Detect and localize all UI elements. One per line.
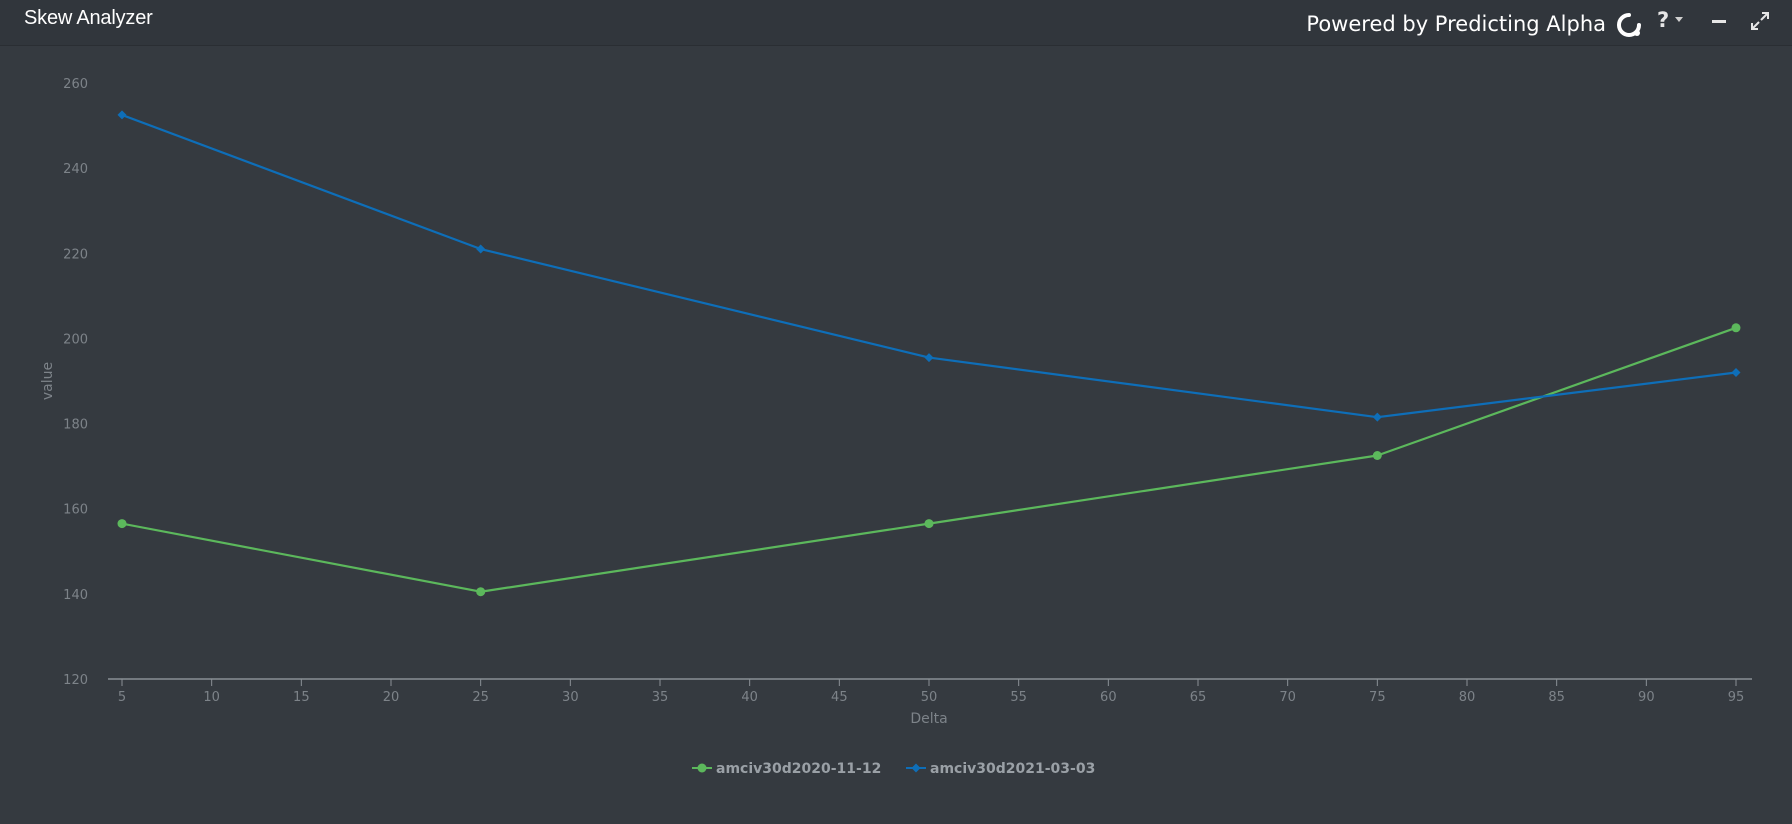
x-axis-title: Delta bbox=[910, 711, 947, 727]
series-amciv30d2020-11-12 bbox=[117, 323, 1741, 597]
data-point[interactable] bbox=[117, 519, 127, 529]
y-tick-label: 200 bbox=[63, 332, 88, 347]
legend: amciv30d2020-11-12 amciv30d2021-03-03 bbox=[692, 761, 1095, 777]
help-icon: ? bbox=[1657, 8, 1670, 32]
y-tick-label: 160 bbox=[63, 503, 88, 518]
data-point[interactable] bbox=[924, 519, 934, 529]
data-point[interactable] bbox=[476, 587, 486, 597]
x-tick-label: 30 bbox=[562, 690, 579, 705]
powered-by-label: Powered by Predicting Alpha bbox=[1306, 12, 1606, 36]
app-title: Skew Analyzer bbox=[24, 7, 153, 29]
series-amciv30d2021-03-03 bbox=[117, 110, 1741, 422]
title-bar: Skew Analyzer Powered by Predicting Alph… bbox=[0, 0, 1792, 46]
data-point[interactable] bbox=[476, 244, 486, 254]
series-layer bbox=[117, 110, 1741, 597]
minimize-button[interactable] bbox=[1708, 10, 1732, 34]
x-axis: 5 10 15 20 25 30 35 40 45 50 55 60 65 70 75 80 85 90 95 bbox=[108, 678, 1752, 705]
legend-marker bbox=[697, 763, 707, 773]
x-tick-label: 35 bbox=[652, 690, 669, 705]
x-tick-label: 70 bbox=[1279, 690, 1296, 705]
y-tick-label: 180 bbox=[63, 418, 88, 433]
legend-label: amciv30d2021-03-03 bbox=[930, 761, 1095, 777]
x-tick-label: 80 bbox=[1459, 690, 1476, 705]
x-tick-label: 95 bbox=[1728, 690, 1745, 705]
x-tick-label: 60 bbox=[1100, 690, 1117, 705]
x-tick-label: 90 bbox=[1638, 690, 1655, 705]
x-tick-label: 85 bbox=[1548, 690, 1565, 705]
y-tick-label: 120 bbox=[63, 673, 88, 688]
y-tick-label: 260 bbox=[63, 77, 88, 92]
legend-label: amciv30d2020-11-12 bbox=[716, 761, 881, 777]
x-tick-label: 45 bbox=[831, 690, 848, 705]
data-point[interactable] bbox=[1731, 367, 1741, 377]
y-tick-label: 240 bbox=[63, 162, 88, 177]
data-point[interactable] bbox=[924, 353, 934, 363]
y-tick-label: 220 bbox=[63, 247, 88, 262]
data-point[interactable] bbox=[1731, 323, 1741, 333]
skew-line-chart: 120 140 160 180 200 220 240 260 5 10 15 20 25 30 35 40… bbox=[40, 77, 1752, 777]
data-point[interactable] bbox=[1372, 451, 1382, 460]
x-tick-label: 10 bbox=[203, 690, 220, 705]
x-tick-label: 50 bbox=[921, 690, 938, 705]
y-axis-ticks: 120 140 160 180 200 220 240 260 bbox=[63, 77, 88, 688]
x-tick-label: 75 bbox=[1369, 690, 1386, 705]
y-axis-title: value bbox=[40, 362, 56, 400]
legend-marker bbox=[911, 763, 921, 773]
data-point[interactable] bbox=[1372, 412, 1382, 422]
x-tick-label: 15 bbox=[293, 690, 310, 705]
x-tick-label: 20 bbox=[383, 690, 400, 705]
legend-item[interactable]: amciv30d2020-11-12 bbox=[692, 761, 881, 777]
x-tick-label: 25 bbox=[472, 690, 489, 705]
series-line bbox=[121, 326, 1737, 593]
expand-icon[interactable] bbox=[1748, 9, 1772, 33]
x-tick-label: 55 bbox=[1010, 690, 1027, 705]
chart-area: 120 140 160 180 200 220 240 260 5 10 15 20 25 30 35 40… bbox=[0, 47, 1792, 824]
legend-item[interactable]: amciv30d2021-03-03 bbox=[906, 761, 1095, 777]
help-button[interactable]: ? bbox=[1655, 8, 1689, 34]
series-line bbox=[121, 113, 1737, 419]
data-point[interactable] bbox=[117, 110, 127, 120]
predicting-alpha-logo-icon bbox=[1617, 13, 1641, 37]
x-tick-label: 65 bbox=[1190, 690, 1207, 705]
x-tick-label: 5 bbox=[118, 690, 126, 705]
y-tick-label: 140 bbox=[63, 588, 88, 603]
x-tick-label: 40 bbox=[741, 690, 758, 705]
minimize-icon bbox=[1712, 20, 1726, 23]
caret-down-icon bbox=[1675, 17, 1683, 22]
